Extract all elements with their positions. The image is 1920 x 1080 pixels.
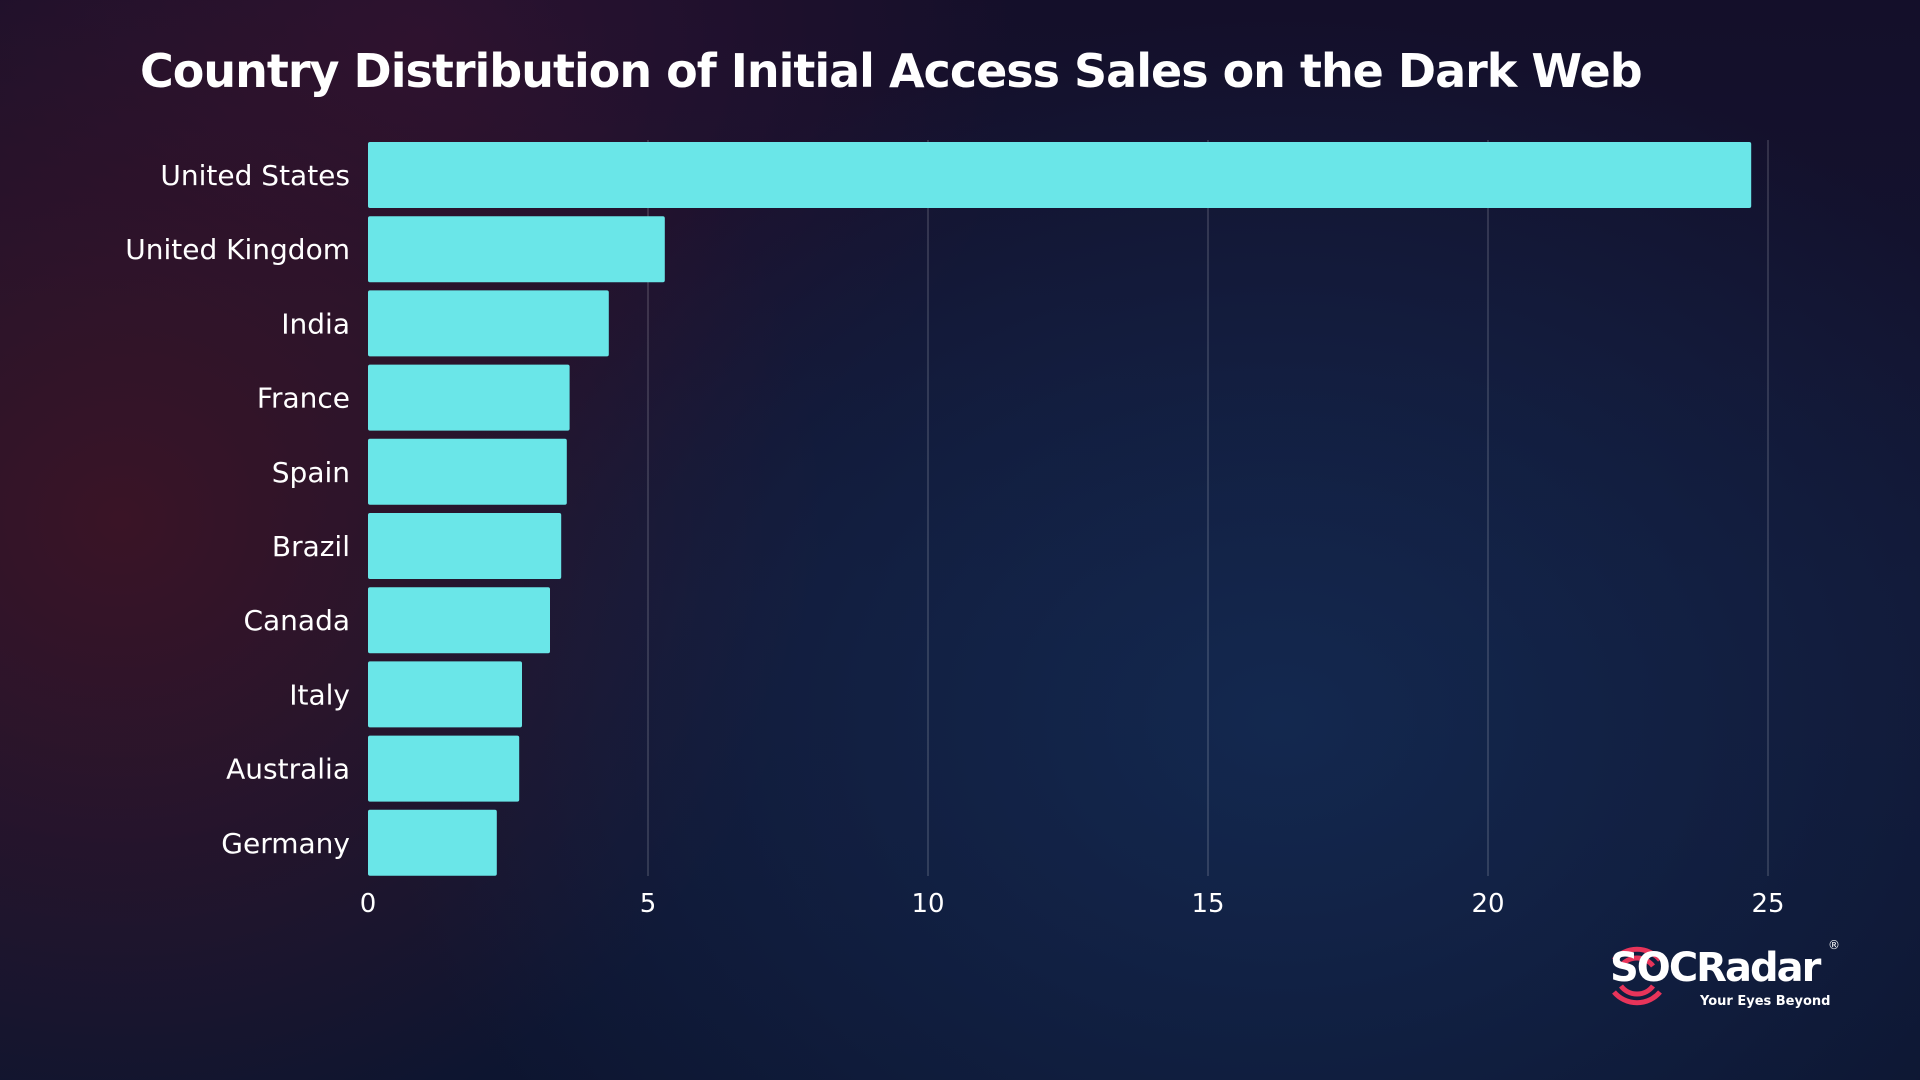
bar xyxy=(368,735,520,802)
category-label: United Kingdom xyxy=(125,233,350,266)
category-label: Italy xyxy=(289,678,350,711)
category-label: Germany xyxy=(221,827,350,860)
x-axis-ticks: 0 5 10 15 20 25 xyxy=(360,889,1785,919)
bar xyxy=(368,290,609,357)
bar xyxy=(368,438,567,505)
x-tick-label: 10 xyxy=(911,889,944,919)
registered-mark: ® xyxy=(1828,938,1840,952)
category-label: India xyxy=(281,307,350,340)
category-labels: United States United Kingdom India France Sp… xyxy=(125,159,350,860)
category-label: Canada xyxy=(243,604,350,637)
grid-layer xyxy=(647,140,1769,876)
category-label: Spain xyxy=(272,456,350,489)
bar xyxy=(368,216,665,283)
bar xyxy=(368,513,562,579)
radar-icon xyxy=(1612,946,1662,1006)
bar xyxy=(368,364,570,431)
bar xyxy=(368,142,1752,208)
brand-tagline: Your Eyes Beyond xyxy=(1700,994,1831,1009)
category-label: Brazil xyxy=(272,530,350,563)
bar-layer xyxy=(368,142,1752,876)
x-tick-label: 5 xyxy=(640,889,657,919)
category-label: Australia xyxy=(226,753,350,786)
category-label: France xyxy=(257,382,350,415)
brand-name: SOCRadar xyxy=(1610,945,1821,991)
category-label: United States xyxy=(160,159,350,192)
bar xyxy=(368,809,497,876)
x-tick-label: 25 xyxy=(1751,889,1784,919)
bar xyxy=(368,661,522,728)
bar xyxy=(368,587,550,654)
x-tick-label: 15 xyxy=(1191,889,1224,919)
x-tick-label: 0 xyxy=(360,889,377,919)
x-tick-label: 20 xyxy=(1471,889,1504,919)
brand-logo: SOCRadar ® Your Eyes Beyond xyxy=(1600,938,1850,1018)
chart-title: Country Distribution of Initial Access S… xyxy=(140,44,1643,98)
